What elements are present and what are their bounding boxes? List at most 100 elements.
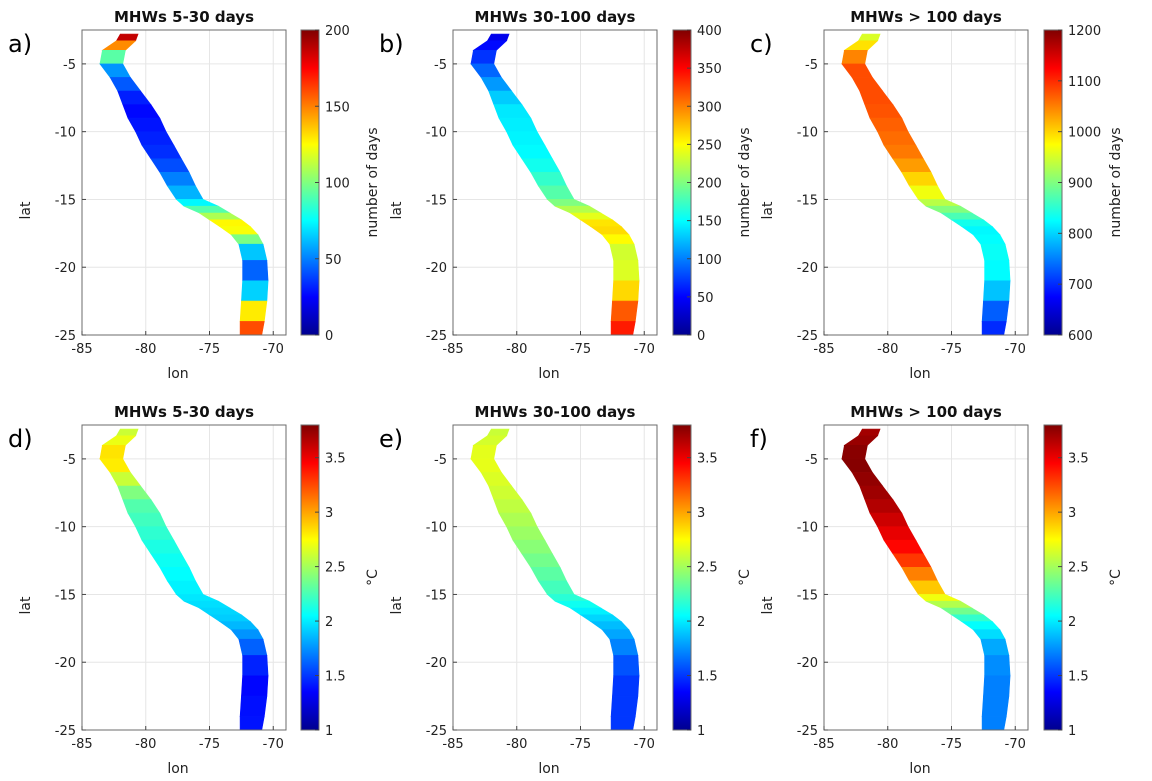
heatmap-cell <box>983 675 1011 697</box>
x-tick-label: -70 <box>263 342 284 357</box>
colorbar-tick-label: 2.5 <box>697 561 718 576</box>
x-tick-label: -70 <box>634 737 655 752</box>
y-tick-label: -10 <box>55 126 76 141</box>
y-tick-label: -5 <box>63 58 76 73</box>
colorbar-tick-label: 900 <box>1068 177 1093 192</box>
heatmap-cell <box>981 695 1010 717</box>
y-tick-label: -15 <box>55 588 76 603</box>
y-tick-label: -20 <box>797 261 818 276</box>
colorbar-tick-label: 2.5 <box>1068 561 1089 576</box>
x-axis-label: lon <box>167 761 188 777</box>
axes-frame <box>81 29 287 336</box>
colorbar-label: °C <box>1108 569 1124 586</box>
y-axis-label: lat <box>18 201 34 219</box>
y-tick-label: -20 <box>55 656 76 671</box>
y-tick-label: -5 <box>434 58 447 73</box>
colorbar-tick-label: 3 <box>1068 506 1076 521</box>
colorbar-tick-label: 1200 <box>1068 24 1101 39</box>
y-tick-label: -15 <box>797 588 818 603</box>
y-axis-label: lat <box>18 596 34 614</box>
heatmap-band <box>841 428 1011 731</box>
y-tick-label: -25 <box>797 329 818 344</box>
colorbar: 1 1.5 2 2.5 3 3.5 °C <box>300 424 381 739</box>
colorbar-tick-label: 3.5 <box>1068 452 1089 467</box>
heatmap-cell <box>239 300 268 322</box>
x-axis-label: lon <box>538 761 559 777</box>
panel-letter: e) <box>379 425 403 453</box>
y-tick-label: -25 <box>797 724 818 739</box>
heatmap-cell <box>981 321 1007 336</box>
colorbar-tick-label: 100 <box>325 177 350 192</box>
x-axis-label: lon <box>538 366 559 382</box>
colorbar-gradient <box>1043 424 1063 731</box>
colorbar-tick-label: 1.5 <box>325 670 346 685</box>
axes-frame <box>823 424 1029 731</box>
heatmap-cell <box>115 428 139 437</box>
panel-title: MHWs > 100 days <box>850 403 1002 421</box>
heatmap-cell <box>239 321 265 336</box>
heatmap-cell <box>981 300 1010 322</box>
x-tick-label: -70 <box>1005 342 1026 357</box>
x-tick-label: -75 <box>199 737 220 752</box>
x-tick-label: -75 <box>199 342 220 357</box>
panel-title: MHWs 30-100 days <box>475 403 636 421</box>
colorbar-label: number of days <box>737 127 753 237</box>
heatmap-cell <box>841 49 868 65</box>
y-tick-label: -15 <box>426 588 447 603</box>
x-tick-label: -70 <box>263 737 284 752</box>
y-tick-label: -10 <box>797 126 818 141</box>
heatmap-band <box>99 33 269 336</box>
panel-title: MHWs 5-30 days <box>114 8 254 26</box>
x-tick-label: -70 <box>1005 737 1026 752</box>
heatmap-band <box>99 428 269 731</box>
heatmap-cell <box>99 49 126 65</box>
x-tick-label: -80 <box>877 737 898 752</box>
x-tick-label: -80 <box>506 342 527 357</box>
heatmap-cell <box>613 655 640 677</box>
colorbar-tick-label: 150 <box>325 100 350 115</box>
heatmap-cell <box>610 300 639 322</box>
y-tick-label: -10 <box>55 521 76 536</box>
axes-frame <box>823 29 1029 336</box>
panel-letter: d) <box>8 425 33 453</box>
panel-letter: a) <box>8 30 32 58</box>
y-axis-label: lat <box>389 201 405 219</box>
y-tick-label: -20 <box>426 261 447 276</box>
heatmap-cell <box>981 716 1007 731</box>
x-tick-label: -75 <box>941 342 962 357</box>
colorbar-label: number of days <box>1108 127 1124 237</box>
heatmap-cell <box>610 716 636 731</box>
colorbar-tick-label: 300 <box>697 100 722 115</box>
x-axis-label: lon <box>909 366 930 382</box>
colorbar-tick-label: 2 <box>1068 615 1076 630</box>
colorbar: 1 1.5 2 2.5 3 3.5 °C <box>1043 424 1124 739</box>
colorbar-tick-label: 1.5 <box>1068 670 1089 685</box>
x-tick-label: -85 <box>442 342 463 357</box>
axes-frame <box>452 424 658 731</box>
colorbar: 600 700 800 900 1000 1100 1200 number of days <box>1043 24 1124 344</box>
y-tick-label: -15 <box>426 193 447 208</box>
colorbar-tick-label: 2 <box>697 615 705 630</box>
colorbar-tick-label: 400 <box>697 24 722 39</box>
y-axis-label: lat <box>760 596 776 614</box>
heatmap-cell <box>609 638 639 656</box>
colorbar: 1 1.5 2 2.5 3 3.5 °C <box>672 424 753 739</box>
x-tick-label: -75 <box>570 342 591 357</box>
y-tick-label: -20 <box>55 261 76 276</box>
colorbar-tick-label: 3.5 <box>697 452 718 467</box>
heatmap-cell <box>99 444 126 460</box>
colorbar-tick-label: 1000 <box>1068 126 1101 141</box>
y-tick-label: -25 <box>426 724 447 739</box>
heatmap-cell <box>241 280 269 302</box>
panel-title: MHWs > 100 days <box>850 8 1002 26</box>
heatmap-cell <box>470 444 497 460</box>
heatmap-cell <box>486 33 510 42</box>
colorbar-tick-label: 1.5 <box>697 670 718 685</box>
colorbar: 0 50 100 150 200 250 300 350 400 number of days <box>672 24 753 344</box>
heatmap-band <box>470 33 640 336</box>
axes-frame <box>452 29 658 336</box>
x-tick-label: -75 <box>570 737 591 752</box>
colorbar-tick-label: 700 <box>1068 278 1093 293</box>
heatmap-cell <box>613 260 640 282</box>
